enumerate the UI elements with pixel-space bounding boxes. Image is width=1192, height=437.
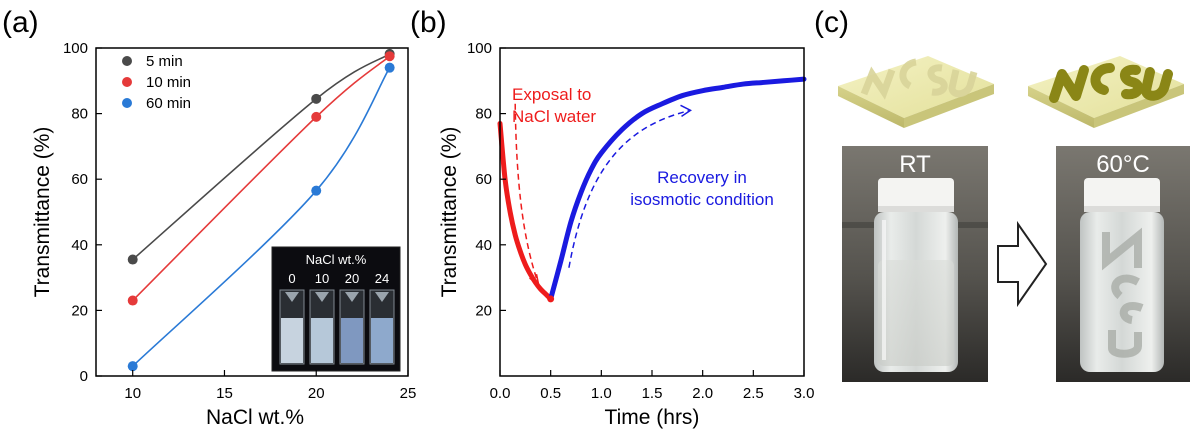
x-tick-label-b: 0.5 (540, 385, 561, 402)
data-point-a-0 (127, 254, 138, 265)
cuvette-gel (311, 318, 333, 363)
arrow-right-icon (997, 220, 1048, 308)
x-axis-label: NaCl wt.% (206, 406, 304, 429)
x-tick-label-a: 25 (400, 385, 417, 402)
vial-photo-60c: 60°C (1056, 146, 1190, 382)
series-line-a-1 (132, 55, 391, 302)
annotation-exposal: Exposal to (512, 85, 591, 104)
y-tick-label-a: 100 (63, 40, 88, 57)
series-line-b-0 (497, 120, 554, 302)
inset-label: 10 (315, 271, 329, 286)
cuvette-cap (285, 292, 299, 302)
photo-panel: RT 60°C (820, 0, 1192, 432)
dashed-arrow-up (568, 109, 691, 268)
rt-label: RT (899, 151, 931, 178)
data-point-a-1 (311, 111, 322, 122)
cuvette-cap (375, 292, 389, 302)
vial-photo-rt: RT (842, 146, 988, 382)
y-tick-label-b: 40 (475, 237, 492, 254)
y-tick-label-b: 100 (467, 40, 492, 57)
data-point-a-2 (311, 185, 322, 196)
series-line-b-1 (548, 76, 807, 302)
y-axis-label-b: Transmittance (%) (438, 127, 461, 298)
panel-label-b: (b) (410, 6, 447, 39)
x-tick-label-a: 20 (308, 385, 325, 402)
chart-b: 0.0 0.5 1.0 1.5 2.0 2.5 3.0 20 40 60 80 100 Exposal… (438, 40, 815, 429)
legend-marker-0 (122, 56, 132, 66)
inset-photo: NaCl wt.% 0 10 20 24 (271, 246, 401, 372)
x-tick-label-b: 2.0 (692, 385, 713, 402)
x-tick-label-b: 1.0 (591, 385, 612, 402)
y-tick-label-a: 80 (71, 106, 88, 123)
y-tick-label-a: 20 (71, 302, 88, 319)
y-tick-label-a: 40 (71, 237, 88, 254)
cuvette-cap (315, 292, 329, 302)
cuvette-gel (371, 318, 393, 363)
dashed-arrow-down (514, 103, 540, 285)
data-point-a-2 (127, 361, 138, 372)
series-line-a-0 (132, 53, 391, 261)
cuvette-cap (345, 292, 359, 302)
x-tick-label-b: 3.0 (794, 385, 815, 402)
inset-label: 20 (345, 271, 359, 286)
data-point-a-1 (127, 295, 138, 306)
annotation-exposal: NaCl water (512, 107, 596, 126)
arrowhead-down (529, 274, 540, 286)
legend: 5 min 10 min 60 min (122, 53, 191, 112)
inset-title: NaCl wt.% (306, 252, 367, 267)
y-tick-label-b: 20 (475, 302, 492, 319)
data-point-a-0 (311, 93, 322, 104)
y-tick-label-a: 0 (80, 368, 88, 385)
x-tick-label-a: 10 (124, 385, 141, 402)
x-tick-label-b: 1.5 (642, 385, 663, 402)
plot-frame-a (95, 47, 409, 377)
hot-label: 60°C (1096, 151, 1150, 178)
y-axis-label: Transmittance (%) (31, 127, 54, 298)
legend-label-0: 5 min (146, 53, 183, 70)
hydrogel-slab-right (1028, 56, 1184, 128)
turning-point (547, 295, 555, 303)
legend-label-2: 60 min (146, 95, 191, 112)
x-axis-label-b: Time (hrs) (605, 406, 700, 429)
arrowhead-up (680, 104, 692, 117)
panel-label-c: (c) (814, 6, 849, 39)
cuvette-gel (341, 318, 363, 363)
legend-label-1: 10 min (146, 74, 191, 91)
inset-label: 24 (375, 271, 389, 286)
annotation-recovery: isosmotic condition (630, 190, 774, 209)
cuvette-gel (281, 318, 303, 363)
data-point-a-1 (384, 51, 395, 62)
y-tick-label-b: 80 (475, 106, 492, 123)
data-point-a-2 (384, 62, 395, 73)
series-line-a-2 (132, 67, 391, 367)
x-tick-label-a: 15 (216, 385, 233, 402)
y-tick-label-a: 60 (71, 171, 88, 188)
annotation-recovery: Recovery in (657, 168, 747, 187)
panel-label-a: (a) (2, 6, 39, 39)
legend-marker-1 (122, 77, 132, 87)
x-tick-label-b: 0.0 (490, 385, 511, 402)
y-tick-label-b: 60 (475, 171, 492, 188)
chart-a: NaCl wt.% 0 10 20 24 10 15 20 25 0 20 40 60 80 100 5… (31, 40, 417, 429)
x-tick-label-b: 2.5 (743, 385, 764, 402)
hydrogel-slab-left (838, 56, 994, 128)
legend-marker-2 (122, 98, 132, 108)
inset-label: 0 (288, 271, 295, 286)
